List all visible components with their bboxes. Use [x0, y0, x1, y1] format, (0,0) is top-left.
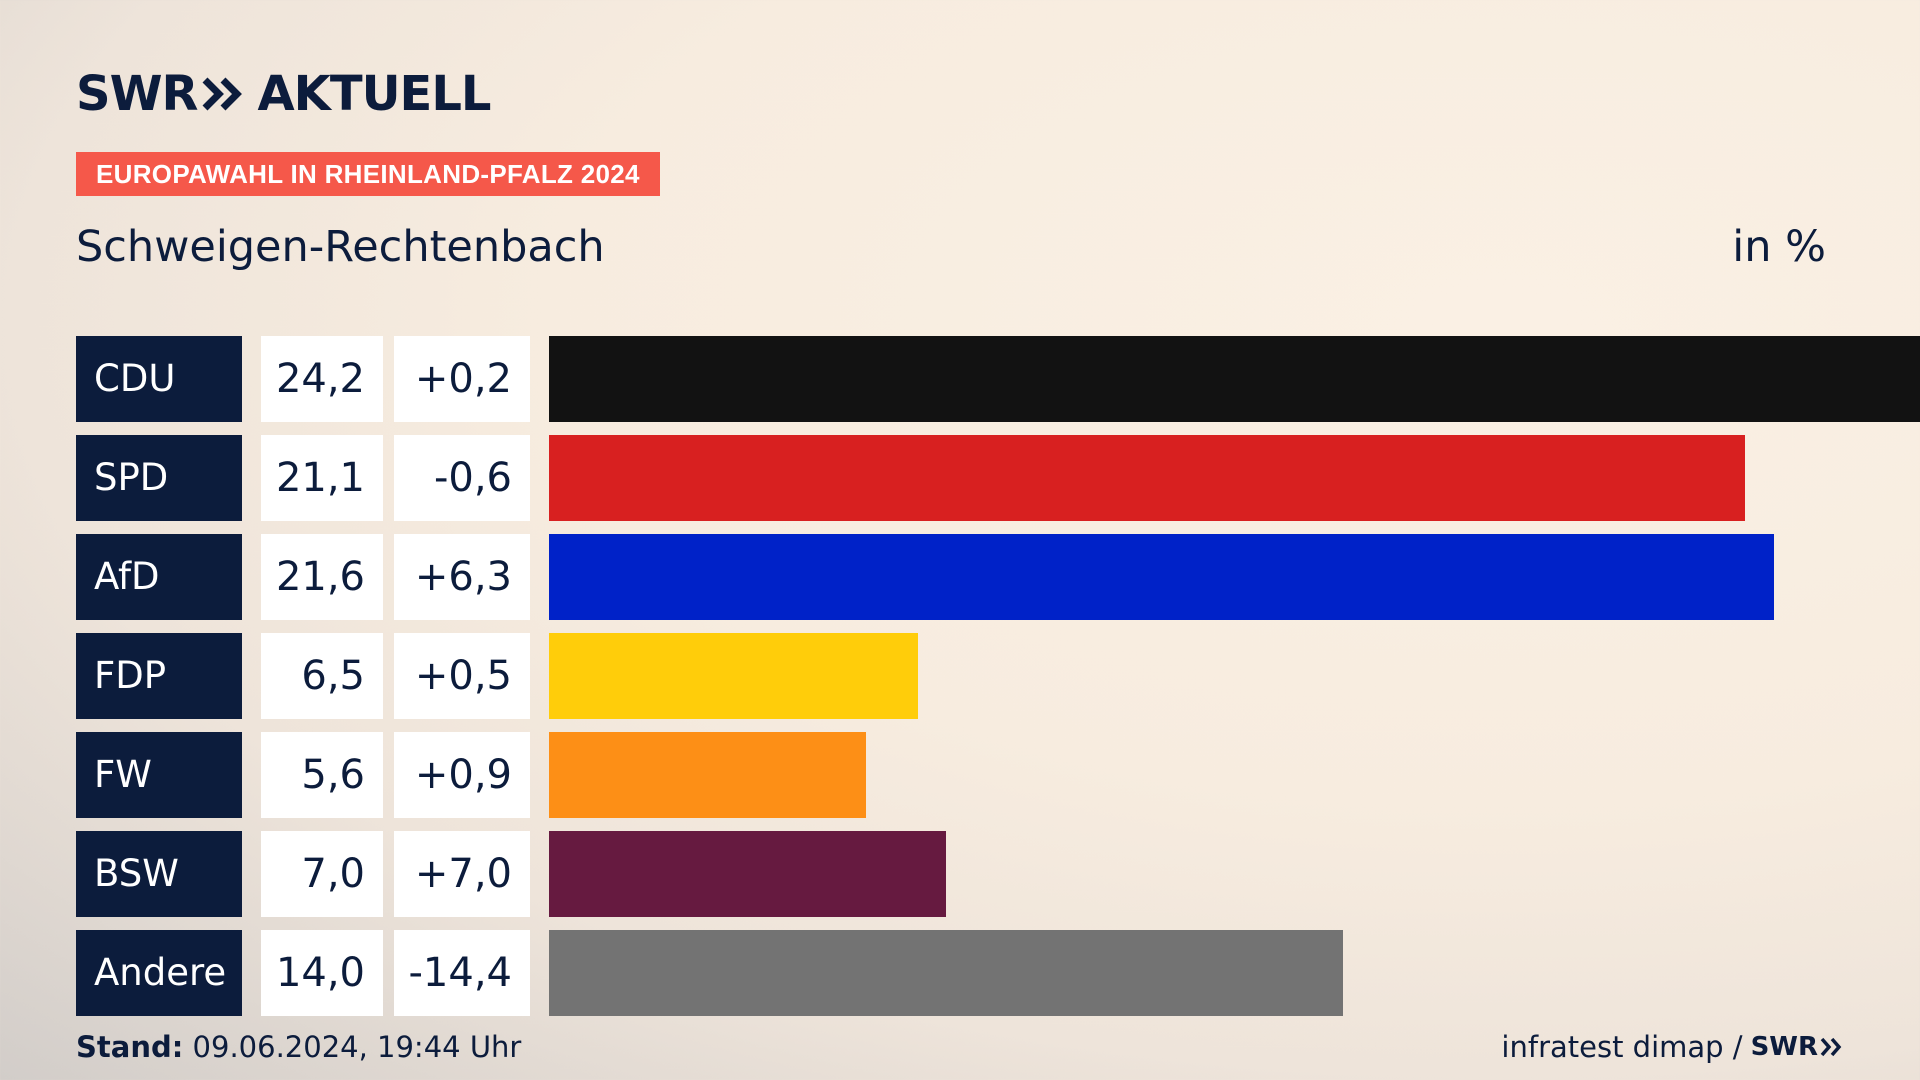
vote-share-value: 5,6 [261, 732, 383, 818]
party-label: Andere [76, 930, 242, 1016]
party-label: AfD [76, 534, 242, 620]
unit-label: in % [1732, 222, 1826, 272]
change-value: +7,0 [394, 831, 530, 917]
change-value: +6,3 [394, 534, 530, 620]
party-label: FDP [76, 633, 242, 719]
vote-share-value: 21,1 [261, 435, 383, 521]
stand-label: Stand: [76, 1030, 184, 1064]
party-label: SPD [76, 435, 242, 521]
change-value: +0,5 [394, 633, 530, 719]
party-label: CDU [76, 336, 242, 422]
bar-andere [549, 930, 1343, 1016]
bar-cdu [549, 336, 1920, 422]
bar-spd [549, 435, 1746, 521]
election-tag: EUROPAWAHL IN RHEINLAND-PFALZ 2024 [76, 152, 660, 196]
vote-share-value: 24,2 [261, 336, 383, 422]
party-label: BSW [76, 831, 242, 917]
municipality-title: Schweigen-Rechtenbach [76, 222, 605, 272]
vote-share-value: 7,0 [261, 831, 383, 917]
double-chevron-right-icon [1820, 1037, 1842, 1057]
vote-share-value: 14,0 [261, 930, 383, 1016]
change-value: -0,6 [394, 435, 530, 521]
party-label: FW [76, 732, 242, 818]
vote-share-value: 21,6 [261, 534, 383, 620]
swr-small-logo: SWR [1751, 1032, 1844, 1062]
bar-fdp [549, 633, 918, 719]
logo-aktuell-text: AKTUELL [257, 66, 491, 122]
change-value: +0,9 [394, 732, 530, 818]
change-value: -14,4 [394, 930, 530, 1016]
stand-value: 09.06.2024, 19:44 Uhr [192, 1030, 522, 1064]
bar-afd [549, 534, 1774, 620]
source-logo-text: SWR [1750, 1032, 1818, 1062]
bar-fw [549, 732, 867, 818]
double-chevron-right-icon [203, 77, 243, 111]
source-text: infratest dimap / [1501, 1030, 1743, 1064]
logo-swr-text: SWR [76, 66, 198, 122]
timestamp: Stand: 09.06.2024, 19:44 Uhr [76, 1030, 521, 1064]
source-credit: infratest dimap / SWR [1501, 1030, 1844, 1064]
vote-share-value: 6,5 [261, 633, 383, 719]
change-value: +0,2 [394, 336, 530, 422]
swr-aktuell-logo: SWR AKTUELL [76, 66, 492, 122]
bar-bsw [549, 831, 946, 917]
